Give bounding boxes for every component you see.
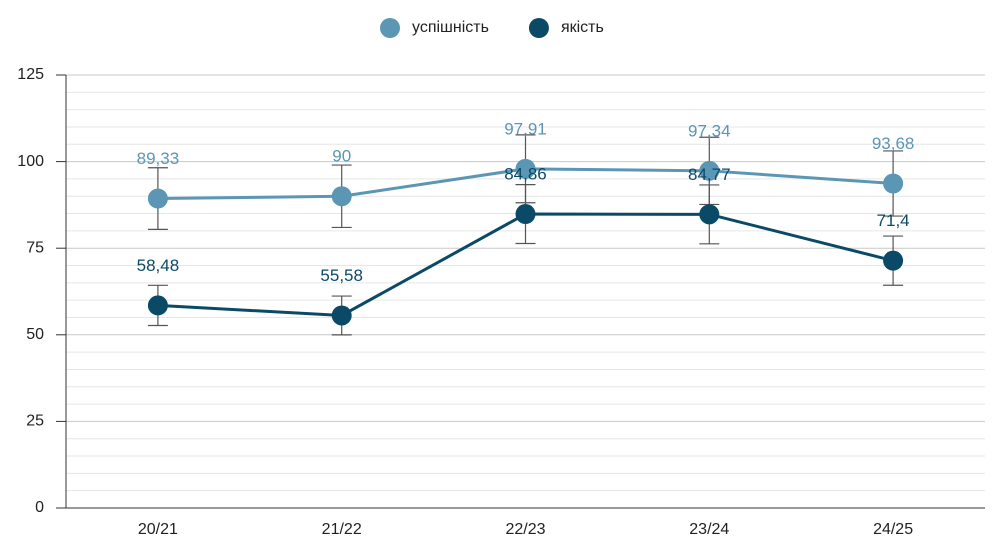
data-label: 71,4 [877, 211, 910, 230]
data-point [331, 305, 352, 326]
data-label: 84,86 [504, 165, 547, 184]
data-point [147, 295, 168, 316]
y-tick-label: 25 [26, 413, 44, 430]
data-label: 93,68 [872, 134, 915, 153]
x-tick-label: 22/23 [505, 521, 545, 538]
data-point [699, 204, 720, 225]
data-point [699, 160, 720, 181]
data-label: 97,34 [688, 121, 731, 140]
y-tick-label: 100 [17, 153, 44, 170]
y-tick-label: 75 [26, 239, 44, 256]
legend-marker [380, 18, 400, 38]
data-label: 84,77 [688, 165, 731, 184]
data-point [331, 186, 352, 207]
data-label: 90 [332, 147, 351, 166]
y-tick-label: 125 [17, 66, 44, 83]
legend-label: успішність [412, 19, 489, 36]
data-label: 97,91 [504, 119, 547, 138]
y-tick-label: 0 [35, 499, 44, 516]
data-label: 89,33 [137, 149, 180, 168]
data-point [883, 250, 904, 271]
data-point [515, 158, 536, 179]
x-tick-label: 23/24 [689, 521, 729, 538]
legend-marker [528, 18, 549, 38]
data-point [883, 173, 904, 194]
data-point [515, 204, 536, 225]
y-tick-label: 50 [26, 326, 44, 343]
data-point [147, 188, 168, 209]
data-label: 55,58 [320, 266, 363, 285]
legend-label: якість [561, 19, 604, 36]
x-tick-label: 24/25 [873, 521, 913, 538]
x-tick-label: 20/21 [138, 521, 178, 538]
data-label: 58,48 [137, 256, 180, 275]
x-tick-label: 21/22 [322, 521, 362, 538]
